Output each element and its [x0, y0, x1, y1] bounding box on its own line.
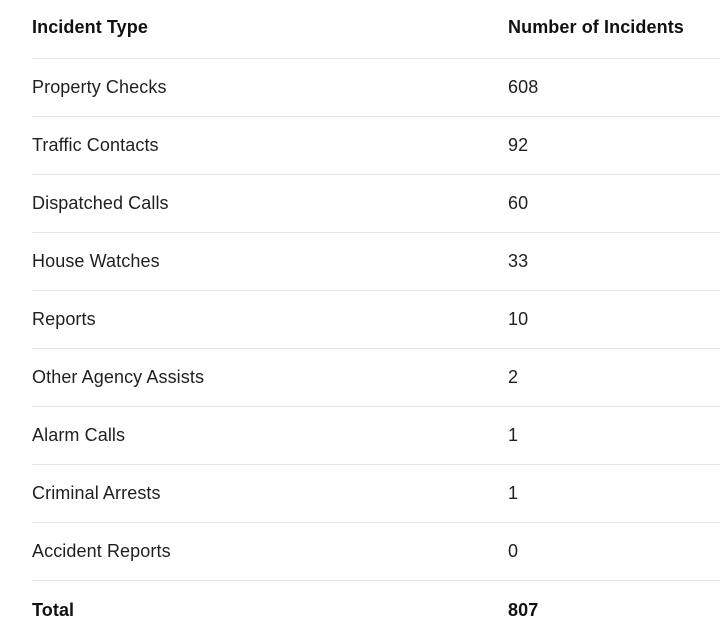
incident-count-cell: 92	[508, 117, 720, 175]
table-body: Property Checks 608 Traffic Contacts 92 …	[32, 59, 720, 639]
table-row: Traffic Contacts 92	[32, 117, 720, 175]
incident-type-cell: Accident Reports	[32, 523, 508, 581]
incident-count-cell: 0	[508, 523, 720, 581]
table-row: Alarm Calls 1	[32, 407, 720, 465]
incident-count-cell: 10	[508, 291, 720, 349]
incident-count-cell: 33	[508, 233, 720, 291]
incident-count-cell: 608	[508, 59, 720, 117]
column-header-incident-type: Incident Type	[32, 0, 508, 59]
table-row: Reports 10	[32, 291, 720, 349]
total-row: Total 807	[32, 581, 720, 639]
total-label-cell: Total	[32, 581, 508, 639]
total-value-cell: 807	[508, 581, 720, 639]
incident-table-container: Incident Type Number of Incidents Proper…	[0, 0, 720, 621]
incident-type-cell: Property Checks	[32, 59, 508, 117]
table-row: Dispatched Calls 60	[32, 175, 720, 233]
incident-type-cell: Alarm Calls	[32, 407, 508, 465]
table-row: Accident Reports 0	[32, 523, 720, 581]
incident-count-cell: 1	[508, 407, 720, 465]
table-row: Property Checks 608	[32, 59, 720, 117]
table-row: Criminal Arrests 1	[32, 465, 720, 523]
header-row: Incident Type Number of Incidents	[32, 0, 720, 59]
incident-count-cell: 60	[508, 175, 720, 233]
incident-type-cell: Other Agency Assists	[32, 349, 508, 407]
incident-table: Incident Type Number of Incidents Proper…	[32, 0, 720, 639]
table-row: Other Agency Assists 2	[32, 349, 720, 407]
incident-count-cell: 2	[508, 349, 720, 407]
incident-type-cell: Criminal Arrests	[32, 465, 508, 523]
incident-type-cell: Traffic Contacts	[32, 117, 508, 175]
incident-type-cell: Reports	[32, 291, 508, 349]
column-header-number-of-incidents: Number of Incidents	[508, 0, 720, 59]
incident-type-cell: Dispatched Calls	[32, 175, 508, 233]
table-row: House Watches 33	[32, 233, 720, 291]
incident-type-cell: House Watches	[32, 233, 508, 291]
table-header: Incident Type Number of Incidents	[32, 0, 720, 59]
incident-count-cell: 1	[508, 465, 720, 523]
